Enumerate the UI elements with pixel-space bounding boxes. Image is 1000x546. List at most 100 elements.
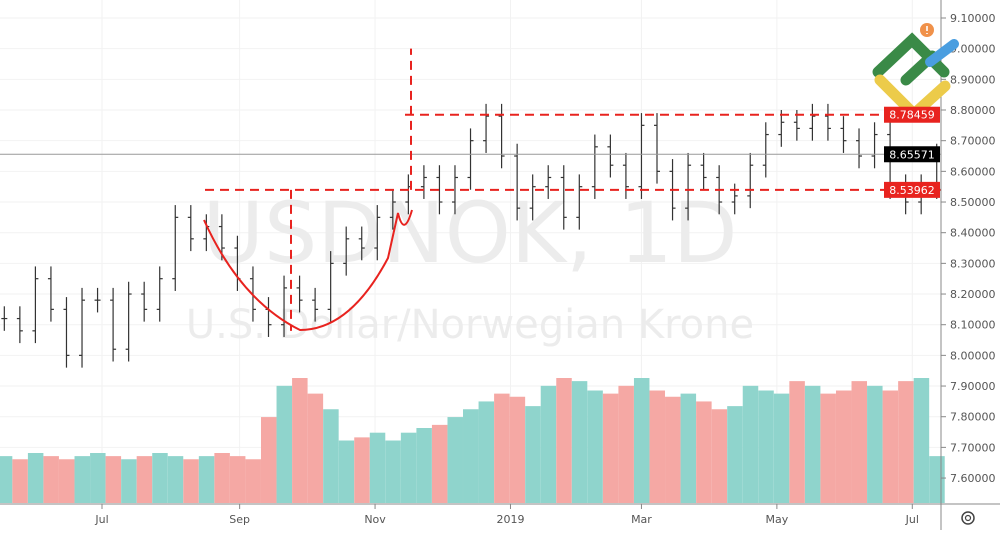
volume-bar [385,440,401,503]
volume-bars [0,378,945,503]
time-tick-label: Mar [631,513,652,526]
volume-bar [820,393,836,503]
support-price-label-bg [884,181,940,198]
price-axis[interactable]: 9.10000 9.00000 8.90000 8.80000 8.70000 8.600… [941,12,996,485]
price-tick-label: 8.00000 [950,349,996,362]
ohlc-bar [622,152,629,199]
volume-bar [913,378,930,503]
ohlc-bar [824,103,831,141]
time-axis[interactable]: Jul Sep Nov 2019 Mar May Jul [94,504,919,526]
volume-bar [680,393,697,503]
price-tick-label: 7.60000 [950,472,996,485]
cup-handle-curve [203,209,413,332]
ohlc-bar [16,306,23,344]
ohlc-bar [778,110,785,147]
ohlc-bar [32,266,39,344]
ohlc-bar [110,287,117,362]
price-tick-label: 8.30000 [950,257,996,270]
ohlc-bar [514,143,521,221]
volume-bar [525,406,541,503]
volume-bar [494,393,510,503]
volume-bar [540,385,557,503]
price-tick-label: 8.80000 [950,104,996,117]
ohlc-bar [871,122,878,169]
ohlc-bar [358,226,365,261]
volume-bar [835,390,852,503]
last-price-label: 8.65571 [889,148,935,161]
ohlc-bar [63,297,70,368]
volume-bar [463,409,479,503]
volume-bar [773,393,790,503]
volume-bar [90,453,106,503]
volume-bar [804,385,821,503]
volume-bar [167,456,184,503]
volume-bar [478,401,495,503]
volume-bar [649,390,665,503]
time-tick-label: Jul [905,513,919,526]
ohlc-bar [312,287,319,322]
ohlc-bar [125,281,132,362]
volume-bar [447,417,463,503]
ohlc-bar [296,275,303,313]
price-tick-label: 8.70000 [950,135,996,148]
price-tick-label: 8.40000 [950,227,996,240]
ohlc-bar [327,251,334,322]
gear-icon[interactable] [961,511,975,525]
annotations [0,48,941,332]
volume-bar [509,396,526,503]
volume-bar [571,381,588,503]
ohlc-bar [47,266,54,322]
ohlc-bar [607,134,614,178]
price-tick-label: 7.90000 [950,380,996,393]
ohlc-bar [700,152,707,190]
ohlc-bar [187,205,194,252]
volume-bar [354,437,370,503]
volume-bar [556,378,572,503]
volume-bar [665,396,681,503]
ohlc-bar [762,122,769,178]
ohlc-bar [141,281,148,322]
time-tick-label: Jul [94,513,108,526]
volume-bar [633,378,650,503]
symbol-watermark: USDNOK, 1D [202,184,737,282]
ohlc-bar [389,189,396,230]
ohlc-bar [94,287,101,313]
ohlc-bar [79,287,86,368]
volume-bar [789,381,805,503]
ohlc-bar [638,113,645,199]
volume-bar [245,459,261,503]
brand-logo [872,23,959,122]
price-tick-label: 8.10000 [950,319,996,332]
price-tick-label: 8.90000 [950,73,996,86]
ohlc-bar [172,205,179,291]
ohlc-bar [529,174,536,221]
volume-bar [292,378,308,503]
ohlc-bar [809,103,816,141]
volume-bar [431,424,448,503]
time-tick-label: May [766,513,789,526]
volume-bar [121,459,137,503]
volume-bar [587,390,603,503]
ohlc-bar [545,165,552,199]
ohlc-bar [420,165,427,199]
price-tick-label: 7.70000 [950,441,996,454]
ohlc-bar [1,306,8,331]
volume-bar [43,456,59,503]
volume-bar [105,456,122,503]
price-tick-label: 8.20000 [950,288,996,301]
ohlc-bar [436,165,443,215]
volume-bar [307,393,324,503]
time-tick-label: 2019 [496,513,524,526]
price-tick-label: 9.10000 [950,12,996,25]
volume-bar [261,417,277,503]
price-tick-label: 8.50000 [950,196,996,209]
level-labels: 8.78459 8.53962 8.65571 [884,106,940,198]
volume-bar [369,432,386,503]
volume-bar [696,401,712,503]
volume-bar [0,456,13,503]
volume-bar [416,428,432,503]
ohlc-bar [685,152,692,221]
last-price-label-bg [884,146,940,163]
